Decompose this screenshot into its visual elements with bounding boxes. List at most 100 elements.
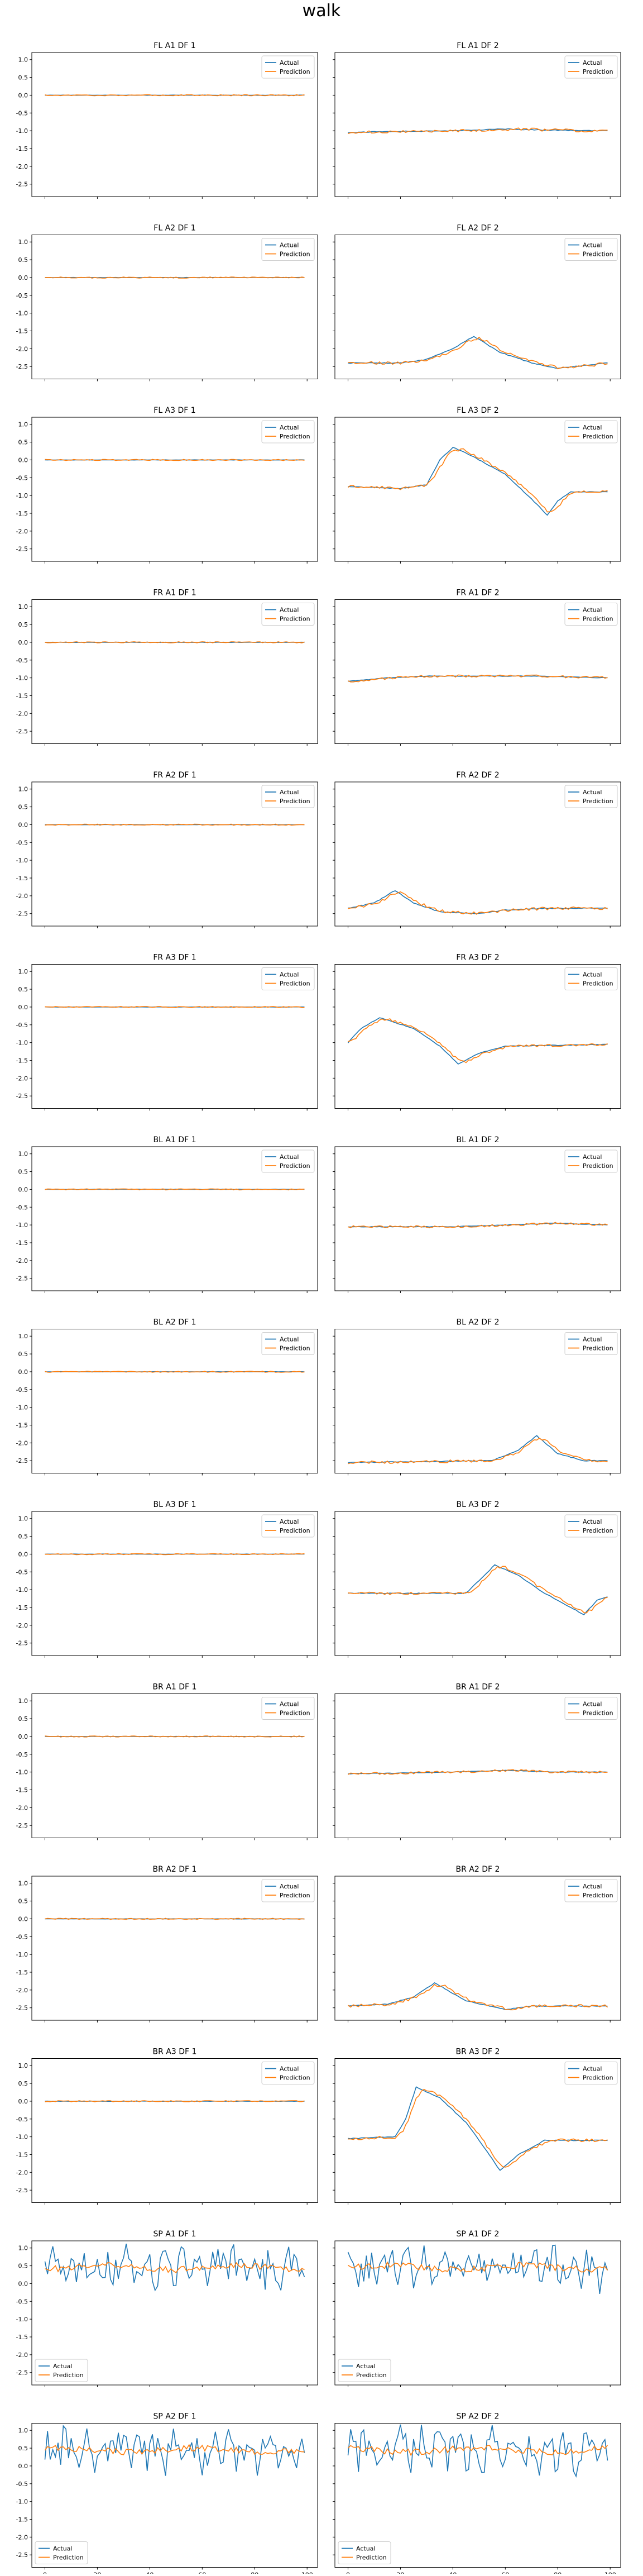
legend-prediction-label: Prediction bbox=[356, 2372, 387, 2379]
y-tick-label: -1.5 bbox=[16, 1604, 28, 1611]
series-prediction-line bbox=[45, 823, 305, 826]
subplot-title: BL A3 DF 1 bbox=[153, 1500, 196, 1509]
series-actual-line bbox=[44, 2243, 305, 2292]
y-tick-label: -1.0 bbox=[16, 2316, 28, 2323]
y-tick-label: -0.5 bbox=[16, 1386, 28, 1394]
y-tick-label: -1.5 bbox=[16, 693, 28, 700]
legend-actual-label: Actual bbox=[583, 424, 602, 431]
y-tick-label: -2.0 bbox=[16, 1987, 28, 1994]
y-tick-label: -1.5 bbox=[16, 1239, 28, 1247]
y-tick-label: -1.5 bbox=[16, 1422, 28, 1429]
series-prediction-line bbox=[44, 2444, 305, 2455]
subplot-title: BL A1 DF 1 bbox=[153, 1136, 196, 1144]
y-tick-label: -1.5 bbox=[16, 1787, 28, 1794]
series-prediction-line bbox=[348, 448, 608, 513]
y-tick-label: -1.5 bbox=[16, 510, 28, 517]
y-tick-label: 0.5 bbox=[18, 804, 28, 811]
y-tick-label: -1.0 bbox=[16, 2498, 28, 2506]
y-tick-label: -2.5 bbox=[16, 546, 28, 553]
subplot-title: FR A3 DF 2 bbox=[456, 953, 499, 962]
legend-prediction-label: Prediction bbox=[280, 2074, 310, 2082]
legend-box bbox=[564, 603, 618, 626]
y-tick-label: -2.5 bbox=[16, 2551, 28, 2559]
legend-actual-label: Actual bbox=[280, 242, 299, 249]
legend-prediction-label: Prediction bbox=[280, 1345, 310, 1352]
axes-frame bbox=[334, 1876, 621, 2021]
axes-frame bbox=[334, 2423, 621, 2568]
y-tick-label: 0.5 bbox=[18, 621, 28, 628]
x-tick-label: 60 bbox=[198, 2572, 206, 2574]
subplot: BR A1 DF 1 1.0 0.5 0.0 -0.5 -1.0 -1.5 -2.0 -2.5 A… bbox=[16, 1683, 318, 1840]
y-tick-label: 0.5 bbox=[18, 2445, 28, 2452]
y-tick-label: -2.5 bbox=[16, 1457, 28, 1464]
series-prediction-line bbox=[45, 641, 305, 643]
y-tick-label: 0.0 bbox=[18, 2098, 28, 2105]
y-tick-label: 0.0 bbox=[18, 2463, 28, 2470]
x-tick-label: 60 bbox=[501, 2572, 509, 2574]
legend-actual-label: Actual bbox=[583, 1336, 602, 1343]
legend-box bbox=[261, 238, 315, 261]
legend-prediction-label: Prediction bbox=[280, 980, 310, 988]
y-tick-label: -0.5 bbox=[16, 2298, 28, 2305]
x-tick-label: 40 bbox=[449, 2572, 457, 2574]
y-tick-label: -1.5 bbox=[16, 145, 28, 152]
subplot-title: BR A1 DF 1 bbox=[153, 1683, 197, 1692]
axes-frame bbox=[334, 1511, 621, 1656]
subplot: FL A1 DF 1 1.0 0.5 0.0 -0.5 -1.0 -1.5 -2.0 -2.5 A… bbox=[16, 41, 318, 199]
subplot: SP A1 DF 1 1.0 0.5 0.0 -0.5 -1.0 -1.5 -2.0 -2.5 A… bbox=[16, 2230, 318, 2387]
y-tick-label: -1.0 bbox=[16, 1769, 28, 1776]
series-prediction-line bbox=[45, 1735, 305, 1738]
legend-actual-label: Actual bbox=[280, 971, 299, 979]
subplot-title: FL A1 DF 2 bbox=[457, 41, 498, 50]
y-tick-label: -2.5 bbox=[16, 2369, 28, 2377]
axes-frame bbox=[334, 1694, 621, 1838]
legend-box bbox=[35, 2359, 88, 2382]
legend-box bbox=[564, 1514, 618, 1538]
legend-actual-label: Actual bbox=[356, 2363, 375, 2370]
y-tick-label: -0.5 bbox=[16, 1204, 28, 1211]
subplot-title: SP A1 DF 2 bbox=[457, 2230, 500, 2239]
x-tick-label: 80 bbox=[251, 2572, 258, 2574]
series-actual-line bbox=[348, 447, 608, 516]
y-tick-label: -1.5 bbox=[16, 1057, 28, 1065]
subplot: BR A2 DF 1 1.0 0.5 0.0 -0.5 -1.0 -1.5 -2.0 -2.5 A… bbox=[16, 1865, 318, 2022]
y-tick-label: -2.5 bbox=[16, 2187, 28, 2194]
y-tick-label: -0.5 bbox=[16, 1751, 28, 1758]
axes-frame bbox=[31, 52, 318, 197]
legend-box bbox=[564, 420, 618, 443]
series-prediction-line bbox=[45, 1006, 305, 1008]
subplot: FR A2 DF 2 Actual Prediction bbox=[333, 771, 621, 928]
legend-box bbox=[564, 1332, 618, 1355]
y-tick-label: 0.0 bbox=[18, 1004, 28, 1011]
subplot-title: FR A2 DF 2 bbox=[456, 771, 499, 780]
axes-frame bbox=[31, 599, 318, 744]
y-tick-label: 1.0 bbox=[18, 2062, 28, 2069]
y-tick-label: 0.0 bbox=[18, 821, 28, 828]
axes-frame bbox=[31, 1876, 318, 2021]
axes-frame bbox=[31, 781, 318, 927]
axes-frame bbox=[31, 1146, 318, 1291]
series-prediction-line bbox=[348, 2088, 608, 2168]
legend-prediction-label: Prediction bbox=[280, 798, 310, 805]
y-tick-label: 1.0 bbox=[18, 1880, 28, 1887]
axes-frame bbox=[31, 1694, 318, 1838]
y-tick-label: -0.5 bbox=[16, 1022, 28, 1029]
legend-box bbox=[261, 1879, 315, 1902]
y-tick-label: -0.5 bbox=[16, 657, 28, 664]
subplot-title: FR A2 DF 1 bbox=[153, 771, 196, 780]
y-tick-label: -2.0 bbox=[16, 893, 28, 900]
subplot: BL A3 DF 2 Actual Prediction bbox=[333, 1500, 621, 1658]
legend-actual-label: Actual bbox=[583, 2065, 602, 2073]
subplot: FL A2 DF 1 1.0 0.5 0.0 -0.5 -1.0 -1.5 -2.0 -2.5 A… bbox=[16, 224, 318, 381]
series-prediction-line bbox=[45, 94, 305, 97]
y-tick-label: -1.0 bbox=[16, 1404, 28, 1411]
legend: Actual Prediction bbox=[338, 2359, 391, 2382]
